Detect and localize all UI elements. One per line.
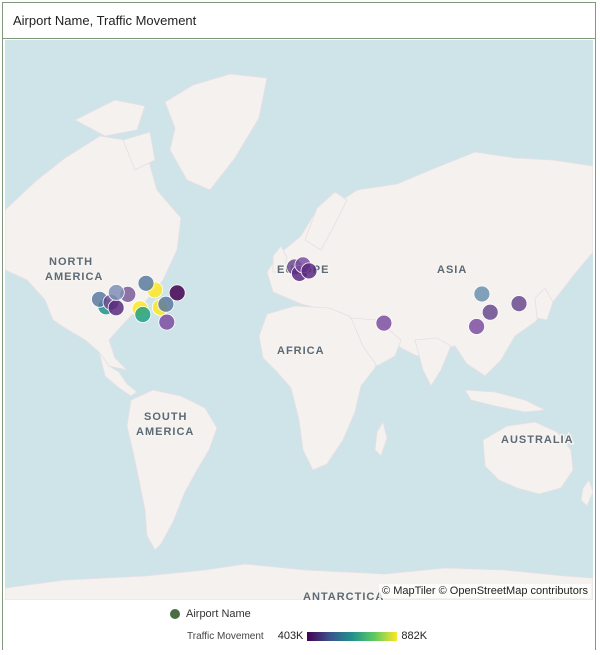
india-shape	[414, 337, 452, 387]
uk-shape	[272, 245, 288, 273]
australia-shape	[482, 421, 574, 495]
world-map[interactable]: NORTH AMERICA SOUTH AMERICA EUROPE ASIA …	[5, 40, 593, 600]
airport-marker[interactable]	[468, 318, 486, 335]
arctic-islands-shape	[74, 99, 146, 137]
label-antarctica: ANTARCTICA	[303, 591, 384, 600]
airport-marker[interactable]	[300, 262, 318, 280]
airport-marker[interactable]	[107, 299, 125, 317]
map-attribution[interactable]: © MapTiler © OpenStreetMap contributors	[379, 584, 591, 598]
airport-marker[interactable]	[158, 313, 176, 331]
chart-title: Airport Name, Traffic Movement	[13, 13, 197, 28]
scandinavia-shape	[304, 191, 348, 251]
airport-marker[interactable]	[137, 274, 155, 292]
legend-max-value: 882K	[401, 630, 428, 642]
legend-dot-icon	[170, 609, 180, 619]
label-north-america-2: AMERICA	[45, 271, 103, 283]
new-zealand-shape	[580, 479, 593, 507]
madagascar-shape	[374, 420, 388, 457]
label-africa: AFRICA	[277, 345, 325, 357]
legend-gradient-bar	[307, 631, 398, 641]
legend-airport-name: Airport Name	[170, 608, 251, 620]
africa-shape	[258, 305, 382, 471]
legend-min-value: 403K	[277, 630, 304, 642]
label-south-america-2: AMERICA	[136, 426, 194, 438]
label-asia: ASIA	[437, 264, 467, 276]
indonesia-shape	[464, 389, 547, 413]
airport-marker[interactable]	[473, 285, 491, 303]
title-bar: Airport Name, Traffic Movement	[3, 3, 595, 39]
central-america-shape	[98, 351, 138, 397]
label-australia: AUSTRALIA	[501, 434, 574, 446]
airport-marker[interactable]	[168, 284, 186, 302]
japan-shape	[534, 287, 554, 321]
north-america-shape	[5, 135, 182, 371]
airport-marker[interactable]	[107, 284, 125, 301]
baffin-island-shape	[122, 131, 156, 171]
airport-marker[interactable]	[375, 314, 393, 332]
legend-airport-name-label: Airport Name	[186, 608, 251, 620]
airport-marker[interactable]	[157, 295, 175, 313]
airport-marker[interactable]	[510, 295, 528, 313]
airport-marker[interactable]	[481, 303, 499, 321]
greenland-shape	[164, 73, 268, 191]
legend: Airport Name Traffic Movement 403K 882K	[3, 600, 595, 650]
legend-color-scale: Traffic Movement 403K 882K	[187, 630, 427, 642]
south-america-shape	[126, 389, 218, 551]
label-north-america-1: NORTH	[49, 256, 93, 268]
airport-marker[interactable]	[134, 306, 152, 323]
map-canvas[interactable]: NORTH AMERICA SOUTH AMERICA EUROPE ASIA …	[5, 40, 593, 600]
landmasses	[5, 73, 593, 600]
map-visual-frame: Airport Name, Traffic Movement	[2, 2, 596, 650]
airport-markers[interactable]	[91, 256, 528, 335]
legend-scale-label: Traffic Movement	[187, 630, 264, 642]
label-south-america-1: SOUTH	[144, 411, 188, 423]
